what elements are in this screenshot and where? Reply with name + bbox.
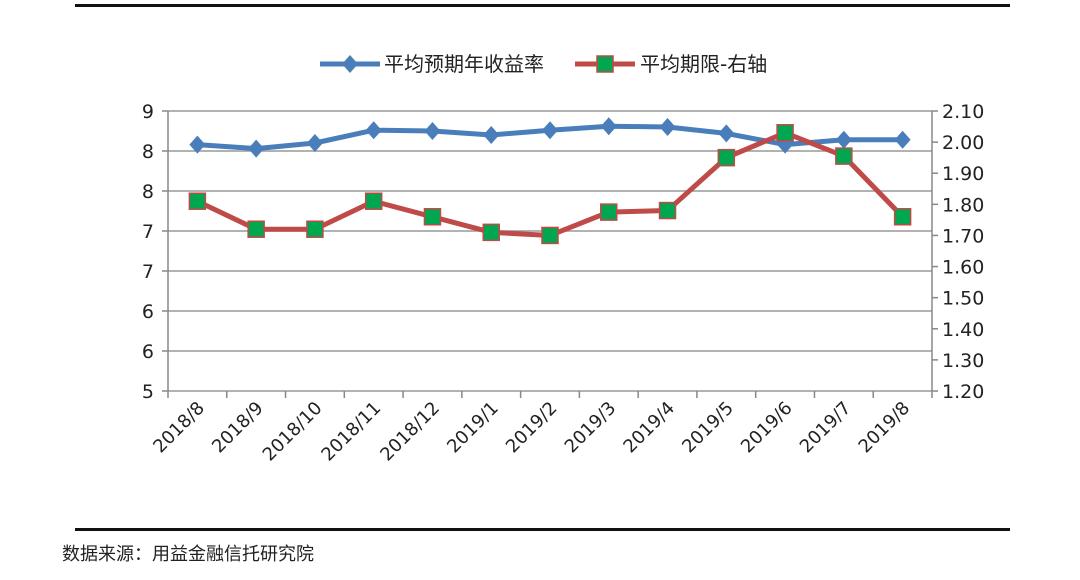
- right-tick-label: 1.70: [942, 225, 984, 247]
- right-tick-label: 1.80: [942, 194, 984, 216]
- top-rule: [75, 4, 1010, 7]
- data-point-diamond: [659, 118, 676, 136]
- data-point-diamond: [542, 121, 558, 140]
- legend-label-2: 平均期限-右轴: [640, 52, 767, 76]
- data-point-square: [482, 223, 500, 242]
- x-tick-label: 2019/7: [796, 398, 856, 458]
- data-point-square: [364, 192, 383, 210]
- right-tick-label: 1.30: [942, 350, 984, 372]
- data-point-square: [600, 203, 618, 221]
- data-point-square: [776, 124, 794, 142]
- data-point-diamond: [483, 126, 500, 144]
- x-tick-label: 2019/4: [619, 398, 679, 458]
- data-point-diamond: [248, 139, 265, 158]
- data-point-diamond: [835, 130, 852, 149]
- series-line-2: [196, 130, 905, 238]
- data-point-square: [306, 220, 324, 238]
- chart: 9 8 8 7 7 6 6 5 2.10 2.00 1.90 1.80 1.70 1.60 1.50 1.40…: [142, 52, 984, 466]
- source-note: 数据来源：用益金融信托研究院: [62, 544, 314, 565]
- right-tick-label: 1.90: [942, 163, 984, 185]
- x-tick-label: 2019/3: [561, 398, 621, 458]
- data-point-diamond: [600, 117, 617, 136]
- x-tick-label: 2018/10: [259, 398, 327, 466]
- data-point-square: [717, 148, 736, 167]
- data-point-diamond: [189, 135, 206, 154]
- x-tick-label: 2018/11: [318, 398, 386, 466]
- left-tick-label: 5: [142, 381, 154, 403]
- x-tick-label: 2018/12: [376, 398, 444, 466]
- left-tick-label: 7: [142, 261, 154, 283]
- right-tick-label: 1.50: [942, 288, 984, 310]
- data-point-square: [835, 147, 853, 165]
- right-tick-label: 1.40: [942, 319, 984, 341]
- right-tick-label: 1.60: [942, 257, 984, 279]
- data-point-square: [247, 220, 265, 238]
- data-point-square: [423, 208, 442, 226]
- data-point-diamond: [718, 124, 735, 143]
- right-tick-label: 2.10: [942, 101, 984, 123]
- data-point-square: [893, 208, 912, 226]
- right-tick-label: 1.20: [942, 381, 984, 403]
- x-tick-label: 2018/8: [149, 398, 209, 458]
- data-point-diamond: [365, 121, 382, 140]
- data-point-square: [188, 192, 207, 210]
- legend-diamond-icon: [342, 55, 358, 73]
- left-tick-label: 6: [142, 341, 154, 363]
- data-point-square: [541, 226, 559, 245]
- x-tick-label: 2019/8: [855, 398, 915, 458]
- x-tick-label: 2019/6: [737, 398, 797, 458]
- left-tick-label: 7: [142, 221, 154, 243]
- data-point-diamond: [894, 130, 911, 149]
- legend-square-icon: [596, 55, 614, 73]
- left-tick-label: 6: [142, 301, 154, 323]
- bottom-rule: [75, 528, 1010, 531]
- left-tick-label: 9: [142, 101, 154, 123]
- x-tick-label: 2019/1: [443, 398, 503, 458]
- left-tick-label: 8: [142, 141, 154, 163]
- left-tick-label: 8: [142, 181, 154, 203]
- x-tick-label: 2019/5: [678, 398, 738, 458]
- data-point-diamond: [306, 134, 323, 152]
- right-tick-label: 2.00: [942, 132, 984, 154]
- legend-label-1: 平均预期年收益率: [384, 52, 544, 76]
- data-point-diamond: [424, 122, 441, 140]
- x-tick-label: 2019/2: [502, 398, 562, 458]
- x-tick-label: 2018/9: [208, 398, 268, 458]
- data-point-square: [658, 201, 677, 220]
